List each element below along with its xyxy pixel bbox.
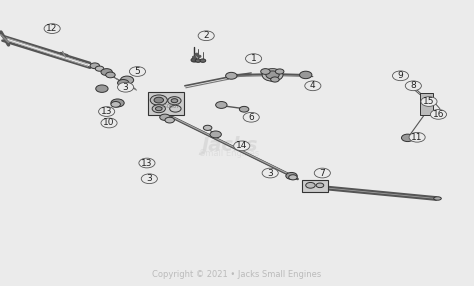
- Circle shape: [44, 24, 60, 33]
- Circle shape: [152, 105, 165, 113]
- Circle shape: [168, 97, 181, 105]
- Bar: [420, 93, 433, 115]
- Circle shape: [160, 114, 170, 120]
- Text: 9: 9: [398, 71, 403, 80]
- Text: 8: 8: [410, 81, 416, 90]
- Text: Copyright © 2021 • Jacks Small Engines: Copyright © 2021 • Jacks Small Engines: [152, 270, 322, 279]
- Circle shape: [275, 69, 284, 74]
- Circle shape: [210, 131, 221, 138]
- Circle shape: [216, 102, 227, 108]
- Circle shape: [118, 80, 129, 86]
- Circle shape: [192, 56, 196, 58]
- Circle shape: [198, 31, 214, 41]
- Circle shape: [141, 174, 157, 184]
- Circle shape: [195, 53, 199, 55]
- Text: 14: 14: [236, 141, 247, 150]
- Text: 16: 16: [433, 110, 444, 119]
- Circle shape: [111, 102, 120, 107]
- Circle shape: [314, 168, 330, 178]
- Circle shape: [165, 117, 174, 123]
- Circle shape: [111, 99, 124, 107]
- Text: 11: 11: [411, 133, 423, 142]
- Text: 3: 3: [146, 174, 152, 183]
- Text: 6: 6: [248, 113, 254, 122]
- Circle shape: [95, 66, 104, 71]
- Circle shape: [96, 85, 108, 92]
- Circle shape: [90, 63, 100, 69]
- Ellipse shape: [434, 197, 441, 200]
- Text: 13: 13: [141, 158, 153, 168]
- Circle shape: [99, 107, 115, 116]
- Circle shape: [306, 182, 315, 188]
- Circle shape: [155, 107, 162, 111]
- Circle shape: [203, 125, 212, 130]
- Text: ®: ®: [237, 141, 246, 150]
- Circle shape: [271, 77, 279, 82]
- Circle shape: [430, 110, 447, 119]
- Bar: [148, 92, 184, 115]
- Circle shape: [239, 106, 249, 112]
- Circle shape: [262, 168, 278, 178]
- Text: Small Engines: Small Engines: [200, 148, 259, 158]
- Circle shape: [289, 175, 297, 180]
- Circle shape: [171, 99, 178, 103]
- Circle shape: [261, 69, 270, 74]
- Circle shape: [118, 82, 134, 92]
- Text: 10: 10: [103, 118, 115, 128]
- Circle shape: [243, 112, 259, 122]
- Text: TG0007: TG0007: [160, 104, 179, 109]
- Text: 15: 15: [423, 97, 435, 106]
- Circle shape: [200, 59, 206, 62]
- Text: 5: 5: [135, 67, 140, 76]
- Circle shape: [421, 97, 437, 106]
- Circle shape: [262, 69, 283, 81]
- Circle shape: [154, 97, 164, 103]
- Circle shape: [300, 71, 312, 79]
- Circle shape: [286, 172, 297, 179]
- Text: 2: 2: [203, 31, 209, 40]
- Circle shape: [246, 54, 262, 63]
- Circle shape: [170, 105, 181, 112]
- Circle shape: [191, 58, 198, 62]
- Text: Jacks: Jacks: [201, 136, 258, 155]
- Circle shape: [106, 72, 115, 78]
- Text: 1: 1: [251, 54, 256, 63]
- Circle shape: [305, 81, 321, 91]
- Text: 4: 4: [310, 81, 316, 90]
- Text: 3: 3: [267, 168, 273, 178]
- Circle shape: [101, 118, 117, 128]
- Circle shape: [139, 158, 155, 168]
- Text: 12: 12: [46, 24, 58, 33]
- Circle shape: [129, 67, 146, 76]
- Circle shape: [392, 71, 409, 81]
- Circle shape: [150, 95, 167, 105]
- Circle shape: [234, 141, 250, 151]
- Circle shape: [405, 81, 421, 91]
- Text: 13: 13: [101, 107, 112, 116]
- Circle shape: [266, 71, 279, 79]
- Text: 3: 3: [123, 83, 128, 92]
- Bar: [302, 180, 328, 192]
- Text: 7: 7: [319, 168, 325, 178]
- Circle shape: [401, 134, 414, 142]
- Circle shape: [101, 69, 112, 76]
- Circle shape: [316, 183, 324, 188]
- Circle shape: [120, 76, 134, 84]
- Circle shape: [409, 132, 425, 142]
- Circle shape: [195, 59, 201, 62]
- Circle shape: [197, 55, 201, 57]
- Circle shape: [226, 72, 237, 79]
